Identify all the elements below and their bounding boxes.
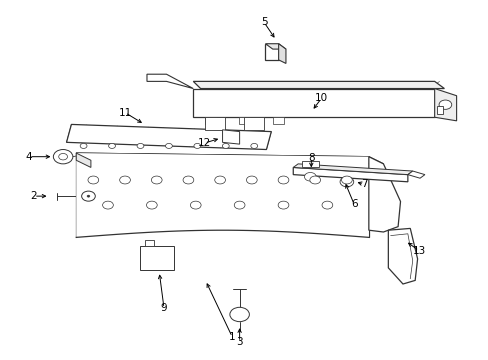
Text: 11: 11 (118, 108, 131, 118)
Circle shape (194, 143, 201, 148)
Polygon shape (76, 153, 91, 167)
Circle shape (59, 153, 67, 160)
Circle shape (214, 176, 225, 184)
Bar (144, 240, 154, 246)
Circle shape (304, 172, 316, 181)
Circle shape (250, 143, 257, 148)
Polygon shape (434, 89, 456, 121)
Circle shape (137, 143, 143, 148)
Polygon shape (222, 130, 239, 144)
Circle shape (309, 176, 320, 184)
Polygon shape (205, 117, 224, 130)
Text: 12: 12 (198, 138, 211, 148)
Circle shape (146, 201, 157, 209)
Circle shape (151, 176, 162, 184)
Text: 10: 10 (314, 93, 327, 103)
Circle shape (246, 176, 257, 184)
Circle shape (322, 201, 332, 209)
Circle shape (165, 143, 172, 148)
Circle shape (278, 201, 288, 209)
Bar (272, 117, 284, 125)
Polygon shape (387, 228, 417, 284)
Text: 9: 9 (161, 303, 167, 314)
Text: 3: 3 (236, 337, 243, 347)
Circle shape (80, 143, 87, 148)
Circle shape (183, 176, 193, 184)
Polygon shape (293, 167, 407, 182)
Polygon shape (278, 44, 285, 63)
Text: 1: 1 (228, 332, 235, 342)
Polygon shape (193, 81, 444, 89)
Text: 2: 2 (30, 191, 37, 201)
Circle shape (222, 143, 229, 148)
Circle shape (278, 176, 288, 184)
Circle shape (120, 176, 130, 184)
Circle shape (234, 201, 244, 209)
Polygon shape (265, 44, 285, 49)
Polygon shape (293, 164, 412, 175)
Circle shape (87, 195, 90, 197)
Bar (204, 117, 216, 125)
Text: 6: 6 (350, 199, 357, 210)
Circle shape (108, 143, 115, 148)
Polygon shape (66, 125, 271, 149)
Text: 13: 13 (411, 246, 425, 256)
Text: 7: 7 (360, 179, 366, 189)
Circle shape (88, 176, 99, 184)
Polygon shape (368, 157, 400, 232)
Text: 5: 5 (260, 17, 267, 27)
Bar (436, 106, 442, 114)
Polygon shape (193, 89, 434, 117)
Text: 4: 4 (25, 152, 32, 162)
Circle shape (339, 177, 353, 187)
Text: 8: 8 (307, 153, 314, 163)
Circle shape (229, 307, 249, 321)
Polygon shape (147, 74, 193, 89)
Polygon shape (76, 153, 368, 237)
Circle shape (190, 201, 201, 209)
Circle shape (341, 176, 351, 184)
Polygon shape (407, 171, 424, 178)
Polygon shape (265, 44, 278, 60)
Circle shape (53, 149, 73, 164)
Polygon shape (244, 117, 264, 130)
Polygon shape (140, 246, 173, 270)
Circle shape (81, 191, 95, 201)
Circle shape (438, 100, 451, 109)
Polygon shape (76, 153, 383, 164)
Circle shape (102, 201, 113, 209)
Bar (301, 161, 319, 167)
Bar (238, 117, 250, 125)
